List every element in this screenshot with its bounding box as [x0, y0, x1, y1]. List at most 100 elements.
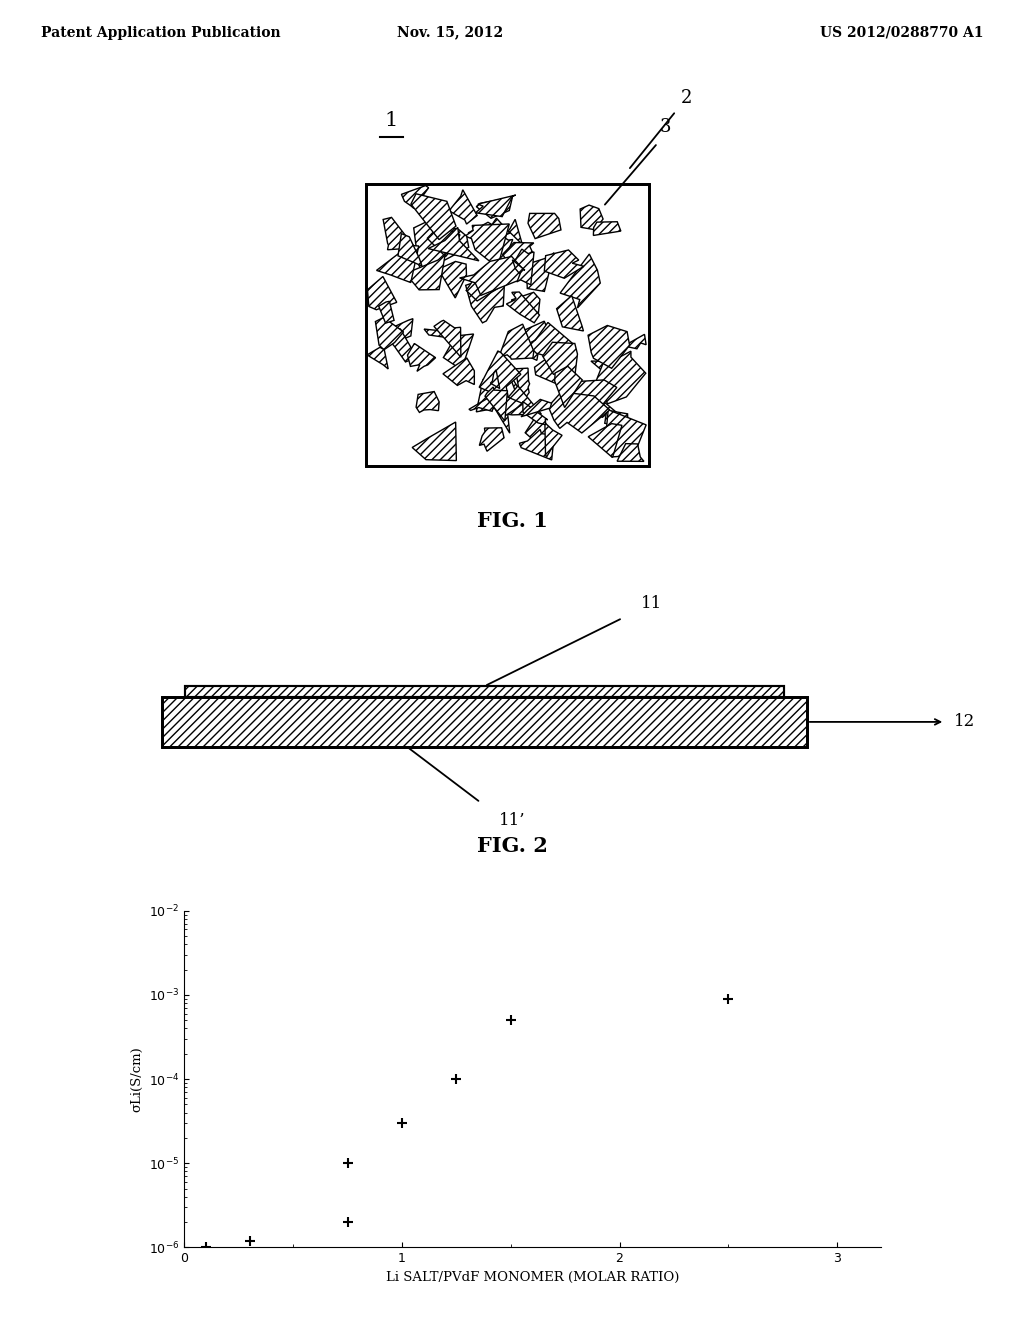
Polygon shape [476, 197, 512, 218]
Polygon shape [591, 351, 639, 392]
Text: Patent Application Publication: Patent Application Publication [41, 25, 281, 40]
Polygon shape [469, 392, 499, 412]
Polygon shape [408, 343, 435, 371]
Text: 1: 1 [385, 111, 398, 129]
Polygon shape [424, 329, 446, 338]
Y-axis label: σLi(S/cm): σLi(S/cm) [130, 1047, 143, 1111]
Bar [367, 183, 648, 466]
Polygon shape [368, 276, 396, 310]
Polygon shape [588, 424, 622, 458]
Polygon shape [570, 380, 616, 416]
Text: 2: 2 [681, 88, 692, 107]
Point [720, 989, 736, 1010]
Polygon shape [416, 392, 439, 412]
Polygon shape [545, 422, 562, 457]
Polygon shape [494, 392, 510, 433]
Polygon shape [610, 360, 640, 389]
Point [339, 1212, 355, 1233]
Polygon shape [376, 317, 403, 350]
Polygon shape [519, 429, 554, 459]
Polygon shape [466, 279, 505, 323]
Point [503, 1010, 519, 1031]
Text: 11’: 11’ [499, 812, 525, 829]
Bar [184, 686, 784, 697]
Polygon shape [499, 325, 534, 359]
Polygon shape [548, 392, 609, 433]
Polygon shape [428, 227, 479, 261]
Point [198, 1237, 214, 1258]
Polygon shape [584, 393, 617, 417]
Polygon shape [498, 234, 513, 271]
Point [449, 1069, 465, 1090]
Polygon shape [411, 194, 456, 240]
Text: 12: 12 [954, 713, 976, 730]
Polygon shape [624, 334, 646, 348]
Text: FIG. 1: FIG. 1 [476, 511, 548, 531]
Bar [162, 697, 807, 747]
Polygon shape [414, 215, 469, 272]
Polygon shape [401, 186, 429, 209]
Polygon shape [503, 243, 534, 267]
Point [242, 1230, 258, 1251]
Polygon shape [500, 385, 542, 414]
Polygon shape [521, 400, 552, 417]
Polygon shape [406, 253, 445, 290]
Polygon shape [512, 260, 525, 273]
Polygon shape [581, 205, 603, 230]
Polygon shape [385, 318, 413, 347]
Polygon shape [525, 413, 557, 444]
Text: 3: 3 [660, 117, 672, 136]
Polygon shape [557, 296, 584, 331]
Polygon shape [413, 422, 457, 461]
Polygon shape [528, 214, 561, 239]
Polygon shape [508, 219, 521, 243]
Polygon shape [526, 252, 554, 292]
Polygon shape [383, 218, 415, 249]
Polygon shape [545, 249, 584, 279]
Polygon shape [468, 218, 510, 246]
Polygon shape [451, 190, 477, 224]
Polygon shape [386, 327, 417, 362]
Polygon shape [588, 326, 630, 368]
Polygon shape [560, 255, 600, 308]
Polygon shape [367, 347, 388, 370]
Polygon shape [399, 243, 421, 257]
Bar [367, 183, 648, 466]
Polygon shape [479, 428, 504, 451]
Polygon shape [475, 195, 516, 216]
Polygon shape [517, 321, 556, 360]
Bar [184, 686, 784, 697]
Polygon shape [596, 351, 646, 404]
Polygon shape [505, 249, 534, 285]
Polygon shape [443, 334, 473, 370]
Polygon shape [490, 370, 500, 388]
Polygon shape [379, 301, 394, 323]
Polygon shape [543, 342, 578, 379]
Polygon shape [535, 352, 562, 385]
Polygon shape [617, 444, 644, 462]
Text: 11: 11 [641, 595, 663, 611]
Point [394, 1113, 411, 1134]
Polygon shape [377, 246, 419, 282]
Polygon shape [605, 409, 646, 457]
Polygon shape [522, 401, 548, 425]
Polygon shape [460, 256, 522, 296]
Text: US 2012/0288770 A1: US 2012/0288770 A1 [819, 25, 983, 40]
Text: Nov. 15, 2012: Nov. 15, 2012 [397, 25, 504, 40]
Polygon shape [506, 366, 520, 396]
Polygon shape [555, 366, 583, 408]
Text: FIG. 2: FIG. 2 [476, 836, 548, 855]
Bar [184, 686, 784, 697]
Polygon shape [497, 396, 523, 417]
Polygon shape [443, 358, 474, 385]
Polygon shape [476, 378, 511, 412]
Polygon shape [515, 368, 529, 404]
Polygon shape [466, 267, 512, 301]
Polygon shape [427, 226, 460, 256]
Polygon shape [465, 224, 509, 268]
Polygon shape [434, 321, 461, 358]
Polygon shape [528, 322, 574, 363]
X-axis label: Li SALT/PVdF MONOMER (MOLAR RATIO): Li SALT/PVdF MONOMER (MOLAR RATIO) [386, 1271, 679, 1284]
Polygon shape [507, 292, 540, 323]
Polygon shape [605, 411, 628, 429]
